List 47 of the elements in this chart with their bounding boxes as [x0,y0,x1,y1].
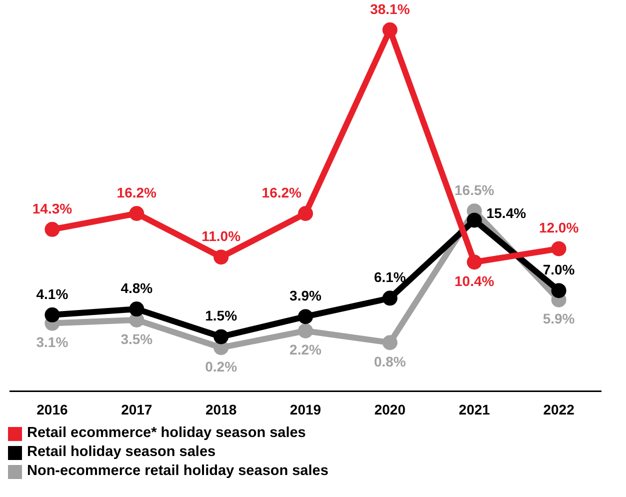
data-label: 2.2% [290,342,322,358]
point [129,206,144,221]
point [44,307,60,322]
x-tick-label: 2017 [121,401,152,418]
data-label: 14.3% [32,200,73,216]
data-label: 16.5% [454,182,495,198]
point [382,290,398,306]
legend-label: Retail holiday season sales [27,443,216,462]
data-label: 0.8% [374,353,406,370]
point [466,254,482,270]
x-tick-label: 2020 [374,401,406,418]
data-label: 10.4% [454,272,495,289]
x-tick-label: 2016 [36,401,68,418]
point [382,22,398,38]
point [551,283,566,298]
legend-label: Non-ecommerce retail holiday season sales [27,462,328,481]
x-tick-label: 2021 [458,401,490,418]
data-label: 0.2% [205,358,238,374]
point [214,250,229,265]
point [44,222,60,237]
data-label: 12.0% [538,220,580,236]
data-label: 16.2% [262,184,302,200]
legend-label: Retail ecommerce* holiday season sales [27,424,306,443]
point [298,206,313,221]
point [466,212,482,228]
data-label: 15.4% [486,205,527,222]
data-label: 16.2% [116,184,158,200]
data-label: 38.1% [370,0,410,17]
data-label: 3.1% [36,334,69,350]
data-label: 4.8% [120,280,154,296]
data-label: 4.1% [36,286,69,302]
data-label: 1.5% [205,308,238,324]
x-tick-label: 2018 [205,401,237,418]
data-label: 7.0% [542,261,576,278]
data-label: 6.1% [374,269,406,286]
data-label: 5.9% [542,310,576,327]
x-tick-label: 2022 [543,401,575,418]
point [298,323,313,338]
point [551,241,566,256]
point [298,309,313,324]
point [129,302,144,317]
data-label: 3.5% [120,330,154,347]
data-label: 3.9% [290,287,322,304]
data-label: 11.0% [202,228,242,244]
point [214,329,229,344]
point [382,335,398,350]
x-tick-label: 2019 [290,401,322,418]
